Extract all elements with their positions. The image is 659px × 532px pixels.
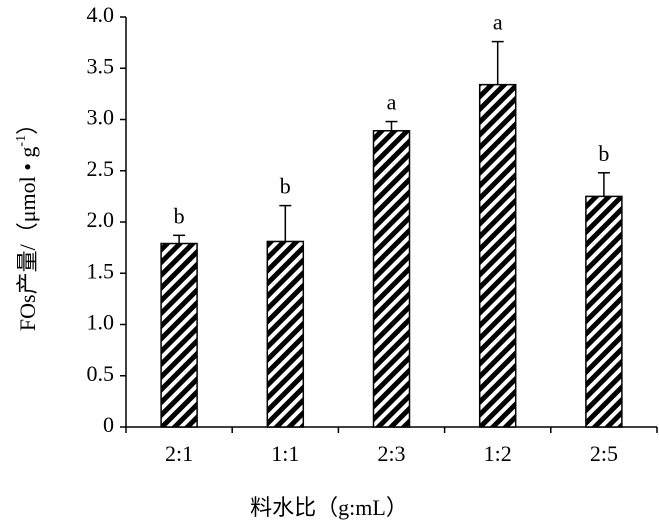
- bar: [372, 130, 411, 428]
- y-tick-label: 1.0: [87, 310, 115, 335]
- significance-letter: b: [174, 203, 185, 228]
- y-tick-label: 3.0: [87, 105, 115, 130]
- bar: [266, 240, 305, 428]
- y-tick-label: 3.5: [87, 53, 115, 78]
- x-tick-label: 2:3: [377, 441, 405, 466]
- x-tick-label: 1:2: [484, 441, 512, 466]
- y-axis-label: FOs产量/（μmol • g-1）: [14, 113, 40, 331]
- y-label-sup: -1: [14, 135, 29, 147]
- y-label-end: ）: [15, 113, 40, 135]
- bar: [478, 83, 517, 428]
- significance-letter: b: [280, 174, 291, 199]
- x-tick-label: 1:1: [271, 441, 299, 466]
- y-tick-label: 0: [103, 412, 114, 437]
- significance-letter: b: [598, 141, 609, 166]
- bar: [585, 195, 623, 428]
- y-tick-label: 4.0: [87, 2, 115, 27]
- x-tick-label: 2:5: [590, 441, 618, 466]
- y-tick-label: 2.5: [87, 156, 115, 181]
- y-tick-label: 2.0: [87, 207, 115, 232]
- y-tick-label: 0.5: [87, 361, 115, 386]
- significance-letter: a: [493, 10, 503, 35]
- x-tick-label: 2:1: [165, 441, 193, 466]
- bar: [160, 242, 198, 428]
- y-tick-label: 1.5: [87, 258, 115, 283]
- y-label-main: FOs产量/（μmol • g: [15, 147, 40, 332]
- x-axis-label: 料水比（g:mL）: [250, 495, 408, 520]
- significance-letter: a: [387, 90, 397, 115]
